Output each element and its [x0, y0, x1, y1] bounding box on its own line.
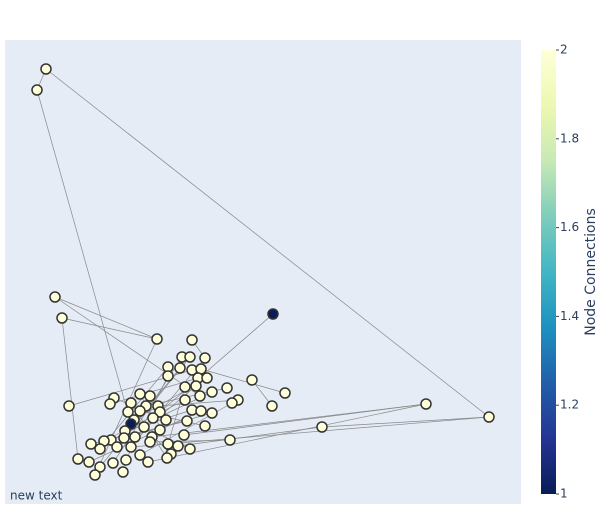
node [151, 333, 163, 345]
colorbar-tick-label: 1.2 [560, 398, 579, 412]
node [134, 449, 146, 461]
node [178, 429, 190, 441]
node [117, 466, 129, 478]
node [94, 443, 106, 455]
node [184, 443, 196, 455]
node [154, 424, 166, 436]
node [206, 386, 218, 398]
node [104, 398, 116, 410]
edge [130, 416, 490, 448]
node [107, 457, 119, 469]
colorbar-tick-label: 1.6 [560, 220, 579, 234]
node [147, 412, 159, 424]
edge [183, 403, 427, 436]
node [246, 374, 258, 386]
node [224, 434, 236, 446]
node [420, 398, 432, 410]
node [199, 420, 211, 432]
edge [61, 317, 158, 340]
edge [36, 89, 132, 425]
edge [321, 416, 490, 428]
plot-area [5, 40, 521, 504]
node [190, 380, 202, 392]
node [134, 388, 146, 400]
node [122, 406, 134, 418]
colorbar [541, 50, 556, 494]
edge [103, 399, 186, 442]
node [120, 454, 132, 466]
node [83, 456, 95, 468]
node [179, 381, 191, 393]
node [89, 469, 101, 481]
colorbar-tick-label: 1.8 [560, 131, 579, 145]
node [125, 441, 137, 453]
node [94, 461, 106, 473]
node [199, 352, 211, 364]
colorbar-tick-label: 1 [560, 487, 568, 501]
node [49, 291, 61, 303]
edge [45, 68, 490, 418]
node [267, 308, 279, 320]
node [184, 351, 196, 363]
node [201, 372, 213, 384]
node [181, 415, 193, 427]
annotation: new text [10, 489, 63, 503]
node [172, 440, 184, 452]
node [162, 370, 174, 382]
node [31, 84, 43, 96]
edge [159, 313, 274, 413]
node [118, 432, 130, 444]
colorbar-title: Node Connections [583, 208, 599, 336]
node [221, 382, 233, 394]
edge [61, 317, 79, 460]
node [194, 390, 206, 402]
edge [157, 399, 239, 407]
edge [54, 296, 201, 397]
node [266, 400, 278, 412]
colorbar-tick-label: 1.4 [560, 309, 579, 323]
node [186, 334, 198, 346]
node [134, 405, 146, 417]
node [279, 387, 291, 399]
node [56, 312, 68, 324]
node [226, 397, 238, 409]
node [316, 421, 328, 433]
edge [177, 426, 323, 447]
node [85, 438, 97, 450]
node [179, 394, 191, 406]
node [206, 407, 218, 419]
node [160, 414, 172, 426]
node [63, 400, 75, 412]
node [142, 456, 154, 468]
node [144, 436, 156, 448]
edge [124, 409, 193, 432]
node [161, 452, 173, 464]
node [483, 411, 495, 423]
node [144, 390, 156, 402]
colorbar-tick-label: 2 [560, 43, 568, 57]
edge [54, 296, 158, 340]
node [72, 453, 84, 465]
node [162, 438, 174, 450]
node [138, 421, 150, 433]
node [129, 431, 141, 443]
node [111, 441, 123, 453]
node [174, 362, 186, 374]
node [195, 405, 207, 417]
edge [200, 368, 286, 394]
node [40, 63, 52, 75]
